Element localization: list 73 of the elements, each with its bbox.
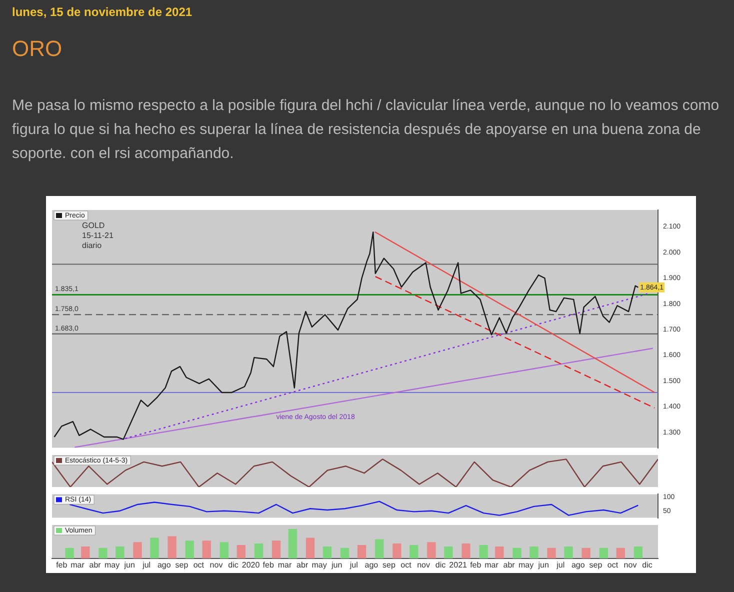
bar (98, 548, 108, 558)
bar (564, 546, 573, 558)
x-tick-label: mar (70, 560, 85, 570)
x-tick-label: dic (642, 560, 652, 570)
x-tick-label: abr (296, 560, 308, 570)
x-tick-label: 2020 (242, 560, 260, 570)
x-tick-label: ago (364, 560, 379, 570)
bar (220, 542, 228, 558)
x-tick-label: mar (278, 560, 292, 570)
bar (116, 546, 124, 558)
annotation: GOLD 15-11-21 diario (82, 221, 114, 250)
x-tick-label: oct (607, 560, 619, 570)
x-tick-label: dic (228, 560, 238, 570)
x-tick-label: dic (435, 560, 446, 570)
bar (634, 546, 643, 558)
bar (133, 542, 142, 558)
x-tick-label: feb (56, 560, 68, 570)
x-tick-label: sep (175, 560, 189, 570)
x-tick-label: 2021 (449, 560, 468, 570)
bar (168, 536, 176, 558)
chart-subtitle: Me pasa lo mismo respecto a la posible figura del hchi / clavicular línea verde, aunque no lo veamos como figura lo que si ha hecho es superar la línea de resistencia después de apoyarse en una buena zona de soporte. con el rsi acompañando. (12, 96, 720, 164)
x-tick-label: abr (503, 560, 516, 570)
bar (81, 546, 90, 558)
bar (340, 548, 350, 558)
x-tick-label: jul (142, 560, 151, 570)
bar (530, 546, 538, 558)
bar (202, 540, 211, 558)
x-tick-label: jun (123, 560, 135, 570)
x-tick-label: nov (210, 560, 223, 570)
bar (444, 546, 453, 558)
bar (495, 546, 504, 558)
x-tick-label: nov (417, 560, 430, 570)
x-tick-label: may (104, 560, 120, 570)
bar (254, 544, 264, 558)
x-tick-label: mar (484, 560, 499, 570)
x-tick-label: oct (193, 560, 205, 570)
chart-title: ORO (12, 36, 62, 62)
bar (512, 548, 522, 558)
bar (272, 540, 281, 558)
x-tick-label: sep (382, 560, 396, 570)
bar (479, 545, 488, 558)
x-tick-label: ago (571, 560, 586, 570)
bar (599, 548, 608, 558)
x-tick-label: jun (330, 560, 342, 570)
bar (616, 548, 625, 558)
x-tick-label: oct (400, 560, 412, 570)
x-tick-label: jul (348, 560, 358, 570)
x-tick-label: may (518, 560, 534, 570)
x-tick-label: feb (262, 560, 274, 570)
bar (65, 548, 74, 558)
bar (150, 538, 159, 558)
bar (322, 546, 332, 558)
x-tick-label: feb (470, 560, 482, 570)
bar (410, 545, 418, 558)
x-tick-label: may (312, 560, 327, 570)
bar (375, 539, 384, 558)
bar (462, 544, 470, 558)
text: lunes, 15 de noviembre de 2021 (12, 5, 192, 19)
bar (582, 548, 590, 558)
bar (427, 542, 436, 558)
x-tick-label: abr (89, 560, 102, 570)
x-tick-label: sep (589, 560, 603, 570)
bar (236, 545, 246, 558)
bar (547, 548, 556, 558)
bar (357, 545, 366, 558)
x-tick-label: jun (537, 560, 549, 570)
bar (288, 529, 298, 558)
x-tick-label: ago (157, 560, 172, 570)
bar (392, 544, 402, 558)
bar (306, 538, 315, 558)
bar (185, 540, 194, 558)
x-tick-label: nov (624, 560, 637, 570)
x-tick-label: jul (556, 560, 565, 570)
